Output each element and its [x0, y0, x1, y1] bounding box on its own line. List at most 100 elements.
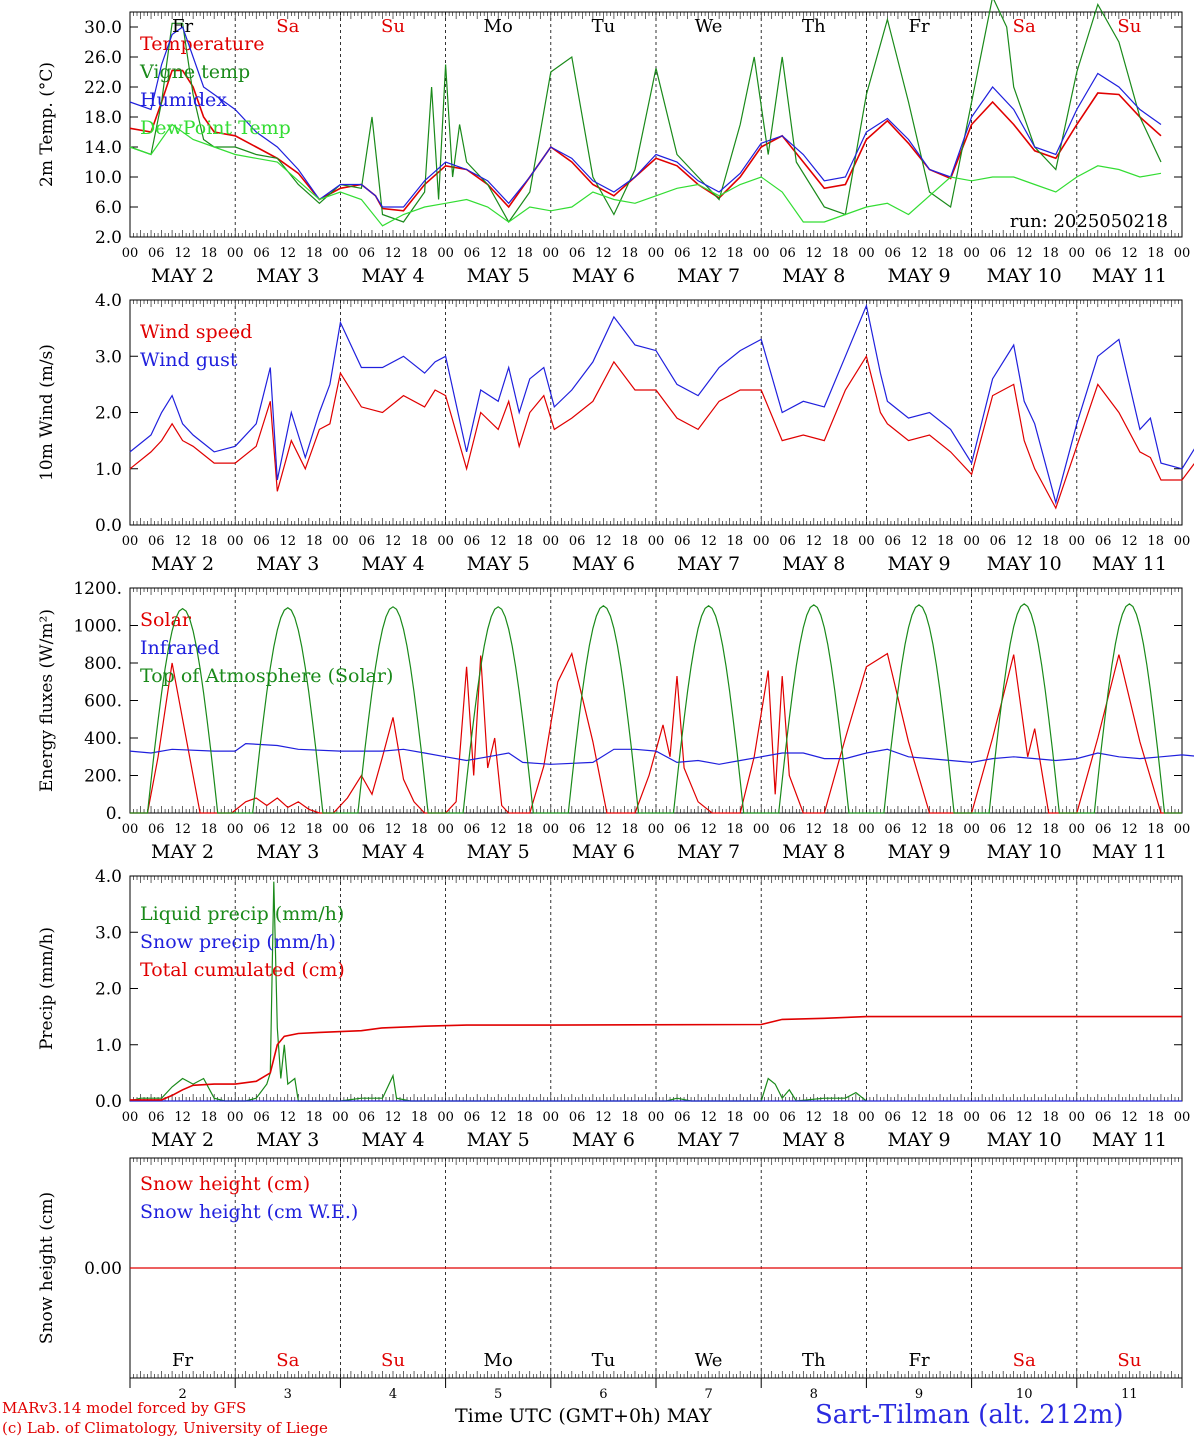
- hour-tick-label: 06: [674, 1110, 691, 1125]
- date-label: MAY 5: [467, 1129, 530, 1151]
- hour-tick-label: 12: [174, 246, 191, 261]
- y-tick-label: 3.0: [95, 347, 122, 367]
- day-number-label: 4: [389, 1387, 397, 1402]
- hour-tick-label: 18: [201, 822, 218, 837]
- hour-tick-label: 06: [1095, 822, 1112, 837]
- weekday-label: Su: [381, 1350, 405, 1371]
- hour-tick-label: 12: [174, 534, 191, 549]
- hour-tick-label: 18: [621, 534, 638, 549]
- hour-tick-label: 18: [411, 534, 428, 549]
- hour-tick-label: 12: [911, 1110, 928, 1125]
- hour-tick-label: 18: [832, 246, 849, 261]
- y-tick-label: 600.: [84, 692, 122, 712]
- hour-tick-label: 12: [280, 1110, 297, 1125]
- series-line: [129, 123, 1162, 227]
- run-annotation: run: 2025050218: [1010, 211, 1168, 232]
- legend-entry: Wind speed: [140, 321, 252, 343]
- hour-tick-label: 06: [674, 246, 691, 261]
- x-axis-caption: Time UTC (GMT+0h) MAY: [455, 1405, 712, 1427]
- hour-tick-label: 12: [1121, 534, 1138, 549]
- plot-frame: [129, 299, 1183, 526]
- date-label: MAY 6: [572, 265, 635, 287]
- hour-tick-label: 00: [1174, 822, 1191, 837]
- y-tick-label: 22.0: [84, 78, 122, 98]
- hour-tick-label: 06: [358, 1110, 375, 1125]
- date-label: MAY 7: [677, 841, 740, 863]
- date-label: MAY 4: [361, 553, 424, 575]
- hour-tick-label: 12: [385, 246, 402, 261]
- y-tick-label: 1.0: [95, 1036, 122, 1056]
- date-label: MAY 2: [151, 841, 214, 863]
- date-label: MAY 8: [782, 1129, 845, 1151]
- hour-tick-label: 06: [464, 246, 481, 261]
- hour-tick-label: 00: [437, 246, 454, 261]
- legend-entry: Temperature: [140, 33, 264, 55]
- hour-tick-label: 00: [648, 246, 665, 261]
- hour-tick-label: 00: [437, 534, 454, 549]
- weekday-label: Su: [381, 16, 405, 37]
- weekday-label: Fr: [908, 16, 929, 37]
- y-tick-label: 400.: [84, 729, 122, 749]
- hour-tick-label: 18: [937, 246, 954, 261]
- hour-tick-label: 18: [411, 1110, 428, 1125]
- day-number-label: 8: [810, 1387, 818, 1402]
- date-label: MAY 8: [782, 553, 845, 575]
- legend-entry: Humidex: [140, 89, 227, 111]
- hour-tick-label: 18: [516, 822, 533, 837]
- hour-tick-label: 18: [727, 822, 744, 837]
- hour-tick-label: 00: [963, 1110, 980, 1125]
- hour-tick-label: 12: [385, 534, 402, 549]
- hour-tick-label: 12: [1016, 246, 1033, 261]
- hour-tick-label: 00: [1069, 1110, 1086, 1125]
- hour-tick-label: 00: [648, 534, 665, 549]
- hour-tick-label: 12: [595, 822, 612, 837]
- legend-entry: Snow height (cm W.E.): [140, 1201, 358, 1223]
- hour-tick-label: 06: [884, 246, 901, 261]
- hour-tick-label: 06: [674, 534, 691, 549]
- hour-tick-label: 00: [1069, 534, 1086, 549]
- hour-tick-label: 12: [911, 246, 928, 261]
- hour-tick-label: 18: [727, 534, 744, 549]
- hour-tick-label: 06: [148, 246, 165, 261]
- date-label: MAY 4: [361, 841, 424, 863]
- hour-tick-label: 00: [543, 1110, 560, 1125]
- series-line: [130, 651, 1182, 814]
- model-credit: MARv3.14 model forced by GFS: [2, 1399, 247, 1417]
- hour-tick-label: 06: [253, 534, 270, 549]
- hour-tick-label: 00: [858, 246, 875, 261]
- plot-frame: [129, 587, 1183, 814]
- hour-tick-label: 06: [1095, 1110, 1112, 1125]
- hour-tick-label: 00: [858, 1110, 875, 1125]
- y-tick-label: 18.0: [84, 108, 122, 128]
- date-label: MAY 11: [1092, 265, 1167, 287]
- hour-tick-label: 18: [306, 534, 323, 549]
- date-label: MAY 4: [361, 1129, 424, 1151]
- hour-tick-label: 18: [621, 246, 638, 261]
- hour-tick-label: 00: [543, 246, 560, 261]
- hour-tick-label: 12: [700, 822, 717, 837]
- hour-tick-label: 00: [753, 534, 770, 549]
- hour-tick-label: 12: [806, 246, 823, 261]
- weekday-label: Fr: [908, 1350, 929, 1371]
- hour-tick-label: 12: [1016, 534, 1033, 549]
- hour-tick-label: 06: [464, 822, 481, 837]
- hour-tick-label: 00: [1069, 822, 1086, 837]
- hour-tick-label: 06: [253, 822, 270, 837]
- hour-tick-label: 00: [963, 534, 980, 549]
- y-tick-label: 10.0: [84, 168, 122, 188]
- hour-tick-label: 12: [806, 534, 823, 549]
- hour-tick-label: 12: [174, 822, 191, 837]
- hour-tick-label: 06: [990, 534, 1007, 549]
- y-axis-label: 10m Wind (m/s): [37, 344, 57, 481]
- day-number-label: 2: [178, 1387, 186, 1402]
- y-tick-label: 2.0: [95, 228, 122, 248]
- legend-entry: DewPoint Temp: [140, 117, 291, 139]
- hour-tick-label: 12: [280, 822, 297, 837]
- weekday-label: Sa: [1013, 1350, 1036, 1371]
- weekday-label: Su: [1117, 16, 1141, 37]
- date-label: MAY 4: [361, 265, 424, 287]
- series-line: [129, 354, 1194, 510]
- weekday-label: Mo: [484, 1350, 513, 1371]
- series-line: [129, 0, 1162, 224]
- hour-tick-label: 06: [358, 534, 375, 549]
